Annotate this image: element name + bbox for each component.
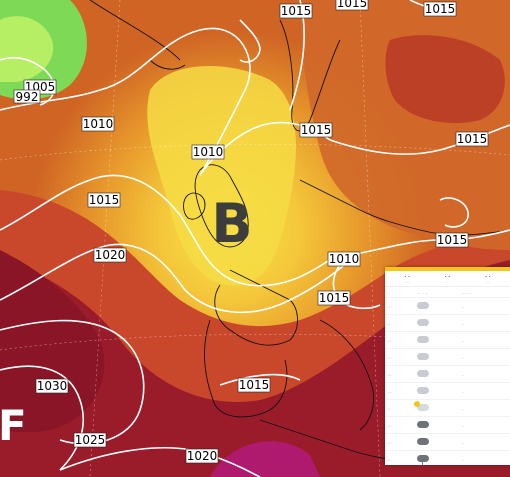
cloud-icon: [417, 336, 429, 343]
forecast-row[interactable]: ..:....: [385, 365, 510, 382]
svg-text:1010: 1010: [193, 145, 224, 159]
svg-text:1015: 1015: [457, 132, 488, 146]
svg-text:1015: 1015: [89, 193, 120, 207]
isobar-label: 1025: [73, 432, 107, 448]
svg-text:1020: 1020: [187, 449, 218, 463]
rain-cloud-icon: [417, 455, 429, 465]
forecast-row[interactable]: ..:....: [385, 382, 510, 399]
cloud-icon: [417, 302, 429, 309]
forecast-panel[interactable]: ∘ ∘... ∘ ∘.. ∘ ∘.. ... ... .. ... ......…: [385, 267, 510, 465]
cloud-icon: [417, 387, 429, 394]
forecast-row[interactable]: ..:....: [385, 450, 510, 465]
svg-text:1015: 1015: [239, 378, 270, 392]
isobar-label: 1015: [237, 377, 271, 393]
isobar-label: 1015: [87, 192, 121, 208]
isobar-label: 1015: [455, 131, 489, 147]
isobar-label: 1015: [335, 0, 369, 11]
svg-text:1010: 1010: [83, 117, 114, 131]
svg-text:1015: 1015: [437, 233, 468, 247]
partly-sunny-icon: [414, 401, 429, 411]
summary-item: ∘ ∘...: [404, 274, 411, 284]
isobar-label: 992: [13, 89, 41, 104]
isobar-label: 1010: [191, 144, 225, 160]
column-temp: ........: [462, 290, 471, 295]
cloud-icon: [417, 370, 429, 377]
svg-text:1030: 1030: [37, 379, 68, 393]
coastlines: [89, 0, 510, 463]
isobar-label: 1015: [317, 290, 351, 306]
cloud-icon: [417, 353, 429, 360]
extreme-south: [210, 441, 320, 477]
column-time: ...: [387, 290, 391, 295]
svg-text:1015: 1015: [301, 123, 332, 137]
svg-text:1015: 1015: [425, 2, 456, 16]
deep-west: [0, 250, 105, 433]
low-pressure-center: B: [211, 192, 252, 255]
isobar-label: 1015: [435, 232, 469, 248]
isobar-label: 1030: [35, 378, 69, 394]
svg-text:1015: 1015: [281, 4, 312, 18]
panel-column-headers: ... ... .. ... ........: [385, 287, 510, 297]
panel-summary: ∘ ∘... ∘ ∘.. ∘ ∘..: [385, 271, 510, 287]
isobar-label: 1015: [299, 122, 333, 138]
isobar-labels: 1015 1015 1015 1005 992 1010 1010 1015 1…: [13, 0, 489, 464]
forecast-row[interactable]: ..:....: [385, 348, 510, 365]
summary-item: ∘ ∘..: [484, 274, 491, 284]
svg-text:1025: 1025: [75, 433, 106, 447]
cloud-icon: [417, 319, 429, 326]
isobar-label: 1015: [423, 1, 457, 17]
dark-cloud-icon: [417, 438, 429, 445]
svg-text:1010: 1010: [329, 252, 360, 266]
forecast-row[interactable]: ..:....: [385, 331, 510, 348]
isobar-label: 1020: [185, 448, 219, 464]
forecast-row[interactable]: ..:....: [385, 433, 510, 450]
isobar-label: 1010: [81, 116, 115, 132]
forecast-row[interactable]: ..:....: [385, 416, 510, 433]
isobar-label: 1010: [327, 251, 361, 267]
svg-text:992: 992: [16, 90, 39, 104]
summary-item: ∘ ∘..: [444, 274, 451, 284]
forecast-row[interactable]: ..:....: [385, 314, 510, 331]
svg-text:1015: 1015: [319, 291, 350, 305]
isobar-label: 1020: [93, 247, 127, 263]
svg-text:1015: 1015: [337, 0, 368, 10]
forecast-row[interactable]: ..:....: [385, 399, 510, 416]
forecast-row[interactable]: ..:....: [385, 297, 510, 314]
isobar-label: 1015: [279, 3, 313, 19]
column-weather: ... .. ...: [417, 290, 429, 295]
yellow-core: [147, 66, 296, 286]
high-pressure-center: F: [0, 401, 27, 450]
east-dark: [385, 35, 505, 124]
dark-cloud-icon: [417, 421, 429, 428]
panel-header-bar: [385, 267, 510, 271]
svg-text:1020: 1020: [95, 248, 126, 262]
